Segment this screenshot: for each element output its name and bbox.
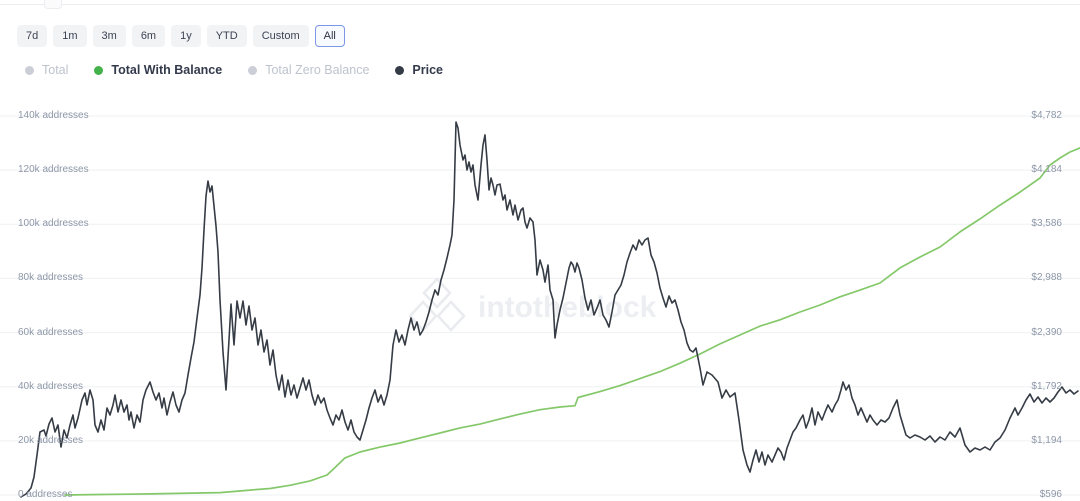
legend-dot-icon	[395, 65, 405, 75]
chart-series	[20, 121, 1080, 498]
legend-dot-icon	[248, 65, 258, 75]
gridlines	[0, 115, 1080, 496]
legend-item-total-zero-balance[interactable]: Total Zero Balance	[248, 63, 369, 77]
right-axis-tick: $2,390	[1031, 326, 1062, 338]
left-axis-tick: 100k addresses	[18, 218, 89, 230]
intotheblock-logo-icon	[408, 277, 466, 332]
watermark: intotheblock	[408, 277, 657, 332]
left-axis-tick: 80k addresses	[18, 272, 84, 284]
legend-item-total[interactable]: Total	[25, 63, 68, 77]
series-line-total-with-balance	[64, 147, 1080, 496]
left-axis-tick: 0 addresses	[18, 489, 73, 500]
time-range-selector: 7d 1m 3m 6m 1y YTD Custom All	[17, 25, 345, 47]
range-button-6m[interactable]: 6m	[131, 25, 166, 47]
left-axis-tick: 40k addresses	[18, 380, 84, 392]
left-axis-tick: 140k addresses	[18, 110, 89, 121]
legend-label: Total Zero Balance	[265, 63, 370, 77]
right-axis-tick: $4,184	[1031, 164, 1062, 176]
range-button-all[interactable]: All	[314, 25, 345, 47]
right-axis-tick: $1,194	[1031, 434, 1062, 446]
left-axis-tick: 20k addresses	[18, 434, 84, 446]
legend-dot-icon	[25, 65, 34, 75]
left-axis-tick: 60k addresses	[18, 326, 84, 338]
series-line-price	[20, 121, 1079, 498]
range-button-7d[interactable]: 7d	[17, 25, 48, 47]
left-axis-tick: 120k addresses	[18, 164, 89, 176]
range-button-custom[interactable]: Custom	[252, 25, 309, 47]
legend-label: Price	[412, 63, 444, 77]
right-axis-tick: $4,782	[1031, 110, 1062, 121]
right-axis-tick: $2,988	[1031, 272, 1062, 284]
right-axis-tick: $3,586	[1031, 218, 1062, 230]
range-button-3m[interactable]: 3m	[92, 25, 126, 47]
right-axis-tick: $596	[1039, 489, 1062, 500]
top-tab-notch	[44, 0, 62, 9]
legend-label: Total	[42, 63, 69, 77]
range-button-1y[interactable]: 1y	[171, 25, 201, 47]
range-button-1m[interactable]: 1m	[53, 25, 87, 47]
watermark-text: intotheblock	[478, 291, 657, 324]
legend-item-total-with-balance[interactable]: Total With Balance	[94, 63, 222, 77]
legend-dot-icon	[94, 65, 104, 75]
chart-legend: Total Total With Balance Total Zero Balanc…	[25, 63, 443, 77]
legend-item-price[interactable]: Price	[395, 63, 443, 77]
right-axis-tick: $1,792	[1031, 380, 1062, 392]
top-divider	[0, 4, 1080, 5]
range-button-ytd[interactable]: YTD	[206, 25, 247, 47]
legend-label: Total With Balance	[111, 63, 223, 77]
